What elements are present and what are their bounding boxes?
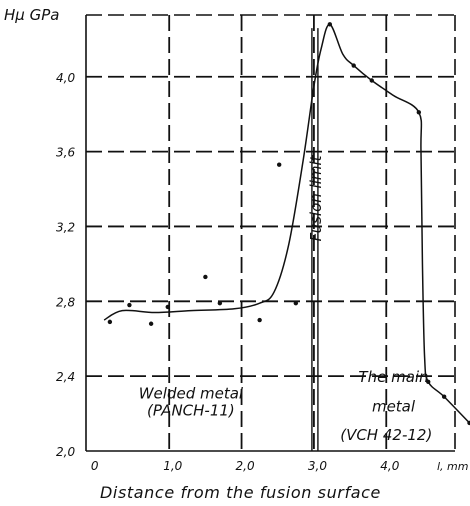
- plot-frame: [85, 14, 456, 452]
- data-point: [107, 319, 113, 325]
- y-tick-label: 4,0: [56, 71, 75, 85]
- x-tick-label: 0: [91, 459, 99, 473]
- chart-marks: [103, 22, 470, 451]
- fusion-limit-label: Fusion limit: [307, 154, 325, 241]
- annotation-label: metal: [372, 398, 416, 416]
- tick-labels: 2,0 2,4 2,8 3,2 3,6 4,0 0 1,0 2,0 3,0 4,0: [56, 71, 400, 473]
- data-point: [426, 379, 431, 384]
- annotation-label: The main: [358, 368, 428, 386]
- x-unit-label: l, mm: [437, 460, 468, 473]
- hardness-curve: [103, 23, 470, 424]
- data-point: [293, 300, 299, 306]
- data-point: [127, 302, 132, 308]
- data-point: [369, 78, 374, 83]
- annotation-label: Welded metal: [139, 385, 244, 403]
- data-point: [327, 22, 333, 27]
- data-point: [165, 304, 170, 310]
- data-point: [148, 321, 154, 326]
- x-tick-label: 3,0: [308, 459, 327, 473]
- x-tick-label: 4,0: [380, 459, 399, 473]
- data-point: [467, 420, 470, 426]
- y-tick-label: 3,2: [56, 220, 75, 234]
- data-point: [416, 110, 422, 115]
- data-point: [203, 274, 208, 280]
- y-tick-label: 2,0: [56, 445, 75, 459]
- x-tick-label: 2,0: [236, 459, 255, 473]
- data-point: [441, 394, 447, 399]
- data-point: [217, 300, 223, 306]
- data-point: [257, 317, 262, 323]
- x-tick-label: 1,0: [163, 459, 182, 473]
- annotations: Fusion limit Welded metal(PANCH-11) The ma…: [139, 154, 433, 443]
- x-axis-title: Distance from the fusion surface: [100, 483, 381, 502]
- data-point: [276, 162, 282, 167]
- annotation-label: (PANCH-11): [147, 401, 235, 419]
- y-axis-title: Hμ GPa: [4, 6, 59, 24]
- y-tick-label: 2,8: [56, 295, 75, 309]
- y-tick-label: 2,4: [56, 370, 75, 384]
- annotation-label: (VCH 42-12): [340, 426, 432, 444]
- y-tick-label: 3,6: [56, 146, 75, 160]
- data-point: [351, 63, 356, 68]
